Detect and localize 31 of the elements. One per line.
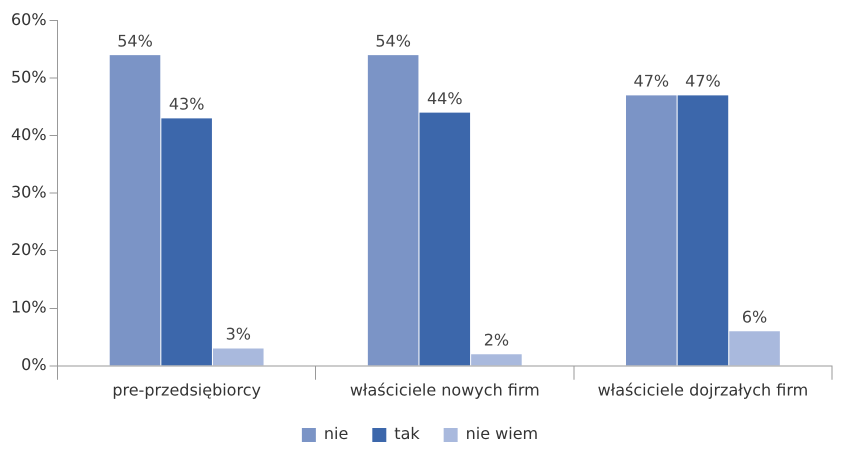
data-label: 54% <box>117 31 153 50</box>
bar <box>729 331 780 366</box>
data-label: 43% <box>168 94 204 114</box>
legend-label: tak <box>394 424 420 444</box>
y-tick-label: 60% <box>11 10 47 29</box>
bar <box>161 118 212 366</box>
data-label: 3% <box>226 324 251 344</box>
y-tick-label: 20% <box>11 240 47 259</box>
bar <box>212 348 264 366</box>
x-tick-label: właściciele nowych firm <box>350 380 540 400</box>
x-tick-label: właściciele dojrzałych firm <box>598 380 808 400</box>
data-label: 47% <box>685 72 721 91</box>
bar <box>678 95 728 366</box>
bar <box>110 55 160 366</box>
legend-label: nie <box>324 424 348 444</box>
y-tick-label: 0% <box>21 354 47 374</box>
data-label: 44% <box>427 88 463 108</box>
bar <box>368 55 418 366</box>
data-label: 2% <box>484 330 510 350</box>
bar <box>626 95 677 366</box>
legend-label: nie wiem <box>466 424 538 444</box>
bar <box>419 112 470 366</box>
y-tick-label: 10% <box>11 297 47 316</box>
data-label: 6% <box>742 307 768 326</box>
y-tick-label: 40% <box>11 124 47 144</box>
data-label: 54% <box>375 31 411 50</box>
data-label: 47% <box>634 72 670 91</box>
x-tick-label: pre-przedsiębiorcy <box>112 380 261 400</box>
bar <box>471 354 522 366</box>
y-tick-label: 30% <box>11 182 47 202</box>
y-tick-label: 50% <box>11 67 47 86</box>
